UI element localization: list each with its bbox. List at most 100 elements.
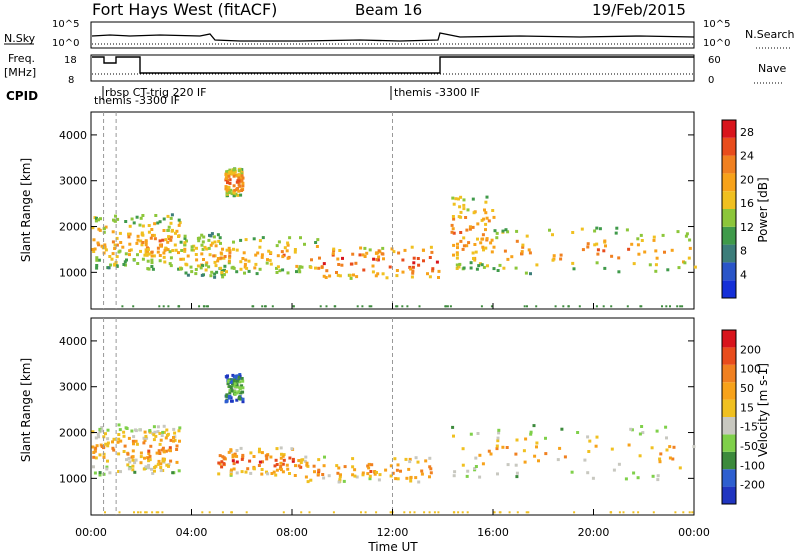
velocity-ground-cell (691, 511, 694, 514)
power-cell (510, 255, 514, 259)
power-cell (586, 245, 590, 249)
power-ytick-label: 1000 (59, 266, 87, 279)
velocity-cell (532, 424, 536, 428)
power-ground-cell (562, 305, 565, 308)
power-cell (192, 244, 196, 248)
velocity-cell (465, 474, 469, 478)
power-cell (226, 189, 230, 193)
power-cell (452, 202, 456, 206)
power-cell (269, 251, 273, 255)
power-cell (480, 237, 484, 241)
velocity-cell (640, 425, 644, 428)
velocity-cell (217, 461, 221, 465)
date-label: 19/Feb/2015 (592, 1, 686, 19)
velocity-cell (235, 379, 239, 383)
power-cell (275, 271, 279, 274)
velocity-cell (133, 470, 137, 474)
power-cell (602, 249, 606, 253)
power-cell (166, 248, 170, 252)
velocity-colorbar-tick: 200 (740, 343, 761, 356)
velocity-cell (145, 436, 149, 440)
velocity-cell (106, 459, 109, 463)
power-cell (195, 246, 198, 250)
velocity-cell (127, 436, 131, 440)
velocity-colorbar-swatch (722, 417, 736, 435)
velocity-cell (671, 457, 675, 461)
power-cell (200, 273, 204, 277)
power-cell (322, 274, 326, 278)
power-cell (240, 172, 244, 176)
power-ground-cell (356, 305, 359, 308)
velocity-cell (100, 445, 104, 448)
velocity-cell (175, 444, 179, 448)
power-cell (278, 269, 282, 273)
power-cell (454, 197, 458, 201)
velocity-cell (650, 446, 654, 450)
power-ground-cell (167, 305, 170, 308)
velocity-cell (279, 446, 283, 450)
power-cell (663, 250, 666, 254)
power-cell (475, 267, 479, 271)
power-cell (114, 214, 117, 218)
power-cell (328, 274, 332, 278)
velocity-cell (156, 430, 160, 434)
power-cell (458, 205, 462, 209)
velocity-ground-cell (527, 511, 530, 514)
power-colorbar-swatch (722, 209, 736, 227)
velocity-cell (394, 477, 398, 481)
power-cell (687, 256, 691, 260)
velocity-cell (651, 474, 655, 478)
power-cell (174, 248, 178, 252)
power-cell (358, 253, 362, 257)
power-cell (184, 271, 188, 275)
power-cell (676, 230, 680, 234)
power-cell (216, 233, 220, 237)
power-cell (325, 269, 329, 273)
velocity-cell (321, 473, 325, 476)
power-cell (128, 224, 132, 228)
velocity-cell (235, 391, 239, 395)
power-cell (593, 243, 597, 247)
power-cell (461, 247, 465, 251)
velocity-cell (235, 471, 239, 475)
power-cell (412, 261, 416, 265)
power-cell (236, 193, 240, 197)
power-cell (240, 189, 244, 192)
velocity-cell (165, 428, 169, 432)
velocity-ground-cell (118, 511, 121, 514)
velocity-cell (523, 460, 527, 464)
velocity-ytick-label: 2000 (59, 427, 87, 440)
velocity-colorbar-tick: 50 (740, 382, 754, 395)
velocity-cell (126, 463, 130, 467)
power-cell (457, 265, 461, 269)
power-cell (336, 257, 340, 261)
velocity-cell (252, 467, 256, 471)
velocity-cell (335, 464, 339, 468)
power-cell (381, 272, 385, 276)
power-cell (92, 238, 96, 242)
power-cell (380, 252, 384, 256)
nsky-label: N.Sky (4, 32, 36, 45)
velocity-cell (265, 470, 268, 474)
power-cell (225, 270, 228, 274)
aux-panels: N.Sky 10^5 10^0 10^5 10^0 N.Search Freq.… (4, 19, 795, 107)
power-cell (281, 268, 285, 272)
power-cell (247, 259, 251, 263)
velocity-cell (128, 460, 132, 464)
power-cell (208, 253, 212, 257)
power-cell (520, 250, 524, 254)
velocity-cell (313, 470, 316, 474)
velocity-cell (424, 459, 428, 463)
velocity-cell (678, 466, 682, 470)
velocity-cell (476, 432, 480, 435)
power-cell (243, 262, 247, 266)
velocity-cell (279, 465, 283, 468)
power-cell (458, 262, 462, 266)
velocity-cell (367, 462, 371, 466)
velocity-cell (134, 429, 138, 433)
velocity-cell (629, 427, 633, 431)
power-cell (228, 249, 232, 253)
velocity-cell (656, 478, 660, 482)
velocity-ground-cell (133, 511, 135, 514)
power-cell (162, 255, 166, 259)
